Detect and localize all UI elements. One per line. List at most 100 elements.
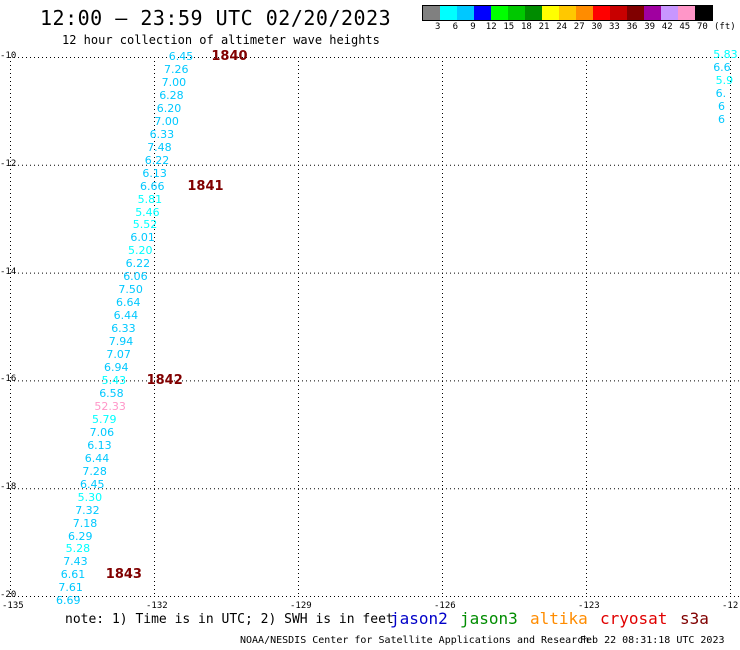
color-scale-label: 12 [485,22,497,32]
wave-height-value: 6.45 [80,477,105,491]
wave-height-value: 7.00 [161,75,187,89]
wave-height-value: 6.06 [123,270,148,284]
wave-height-value: 5.46 [135,205,160,219]
color-swatch [542,6,559,20]
generation-timestamp: Feb 22 08:31:18 UTC 2023 [580,635,725,646]
wave-height-value: 6 [718,112,725,126]
wave-height-value: 6. [715,86,727,100]
lat-tick-label: -10 [0,51,17,61]
wave-height-value: 6.22 [144,153,170,167]
wave-height-value: 6.94 [104,361,129,375]
satellite-legend-item: s3a [680,609,709,628]
color-swatch [457,6,474,20]
wave-height-value: 7.48 [147,140,172,154]
wave-height-value: 6.58 [99,386,124,400]
color-scale-label: 42 [661,22,673,32]
satellite-legend-item: jason3 [460,609,518,628]
wave-height-value: 6.33 [149,127,175,141]
color-swatch [423,6,440,20]
lat-tick-label: -16 [0,374,17,385]
wave-height-value: 6.44 [113,309,139,323]
lat-tick-label: -12 [0,158,17,169]
color-swatch [661,6,678,20]
wave-height-value: 5.81 [137,192,163,206]
color-swatch [627,6,644,20]
wave-height-value: 52.33 [94,399,126,413]
wave-height-value: 7.94 [108,335,134,349]
wave-height-value: 7.18 [72,516,98,530]
wave-height-value: 6.01 [130,231,155,245]
satellite-legend-item: altika [530,609,588,628]
wave-height-value: 6.13 [87,438,112,452]
lon-tick-label: -135 [2,601,24,611]
lat-tick-label: -20 [0,590,17,600]
map-title: 12:00 – 23:59 UTC 02/20/2023 [40,6,392,30]
color-swatch [610,6,627,20]
wave-height-value: 6.33 [111,322,136,336]
color-scale-label: 15 [503,22,515,32]
satellite-legend-item: jason2 [390,609,448,628]
time-marker: 1842 [146,373,183,388]
wave-height-value: 5.20 [128,244,153,258]
color-swatch [593,6,610,20]
wave-height-value: 6.28 [159,88,184,102]
wave-height-value: 5.79 [92,412,117,426]
wave-height-value: 6.69 [56,594,81,608]
wave-height-value: 7.00 [154,114,179,128]
color-swatch [576,6,593,20]
color-scale-label: 21 [538,22,550,32]
lon-tick-label: -123 [578,601,600,611]
color-scale-label: 27 [573,22,585,32]
color-scale-label: 45 [679,22,691,32]
wave-height-value: 6.45 [168,50,194,63]
wave-height-value: 5.9 [715,73,734,87]
wave-height-value: 6.64 [116,296,141,310]
color-scale-label: 39 [644,22,656,32]
wave-height-value: 5.52 [132,218,158,232]
color-scale-label: 9 [470,22,476,32]
wave-height-value: 6.44 [84,451,110,465]
lat-tick-label: -18 [0,482,17,493]
color-scale-label: 36 [626,22,638,32]
color-scale-label: 6 [452,22,459,32]
wave-height-value: 6.66 [140,179,165,193]
lon-tick-label: -132 [146,601,168,611]
color-scale-bar [422,5,713,21]
satellite-legend-item: cryosat [600,609,668,628]
time-marker: 1840 [211,49,248,64]
time-marker: 1841 [187,178,224,194]
color-scale-label: 3 [435,22,441,32]
footer-note: note: 1) Time is in UTC; 2) SWH is in fe… [65,612,394,627]
wave-height-value: 5.30 [77,490,103,504]
lat-tick-label: -14 [0,266,17,277]
wave-height-value: 7.50 [118,283,143,297]
color-swatch [559,6,576,20]
color-swatch [678,6,695,20]
credit-line: NOAA/NESDIS Center for Satellite Applica… [240,635,590,646]
color-scale-label: 33 [609,22,620,32]
color-swatch [491,6,508,20]
color-scale-label: 70 [697,22,708,32]
color-swatch [525,6,542,20]
map-grid [10,57,740,597]
color-swatch [644,6,661,20]
wave-height-value: 7.43 [63,555,88,569]
map-subtitle: 12 hour collection of altimeter wave hei… [62,33,380,47]
wave-height-value: 7.32 [75,503,100,517]
lon-tick-label: -126 [434,601,456,611]
time-marker: 1843 [105,567,142,583]
lon-tick-label: -12 [722,601,739,611]
wave-height-value: 6.22 [125,257,151,271]
wave-height-value: 7.07 [106,348,131,362]
wave-height-value: 6 [718,99,725,113]
wave-height-value: 6.13 [142,166,167,180]
lon-tick-label: -129 [290,601,312,611]
color-swatch [695,6,712,20]
wave-height-value: 6.29 [68,529,93,543]
wave-height-value: 7.06 [89,425,115,439]
color-swatch [474,6,491,20]
wave-height-value: 7.61 [58,581,83,595]
map-plot-area [10,57,740,597]
color-scale-label: 18 [521,22,532,32]
wave-height-value: 7.26 [164,62,189,76]
